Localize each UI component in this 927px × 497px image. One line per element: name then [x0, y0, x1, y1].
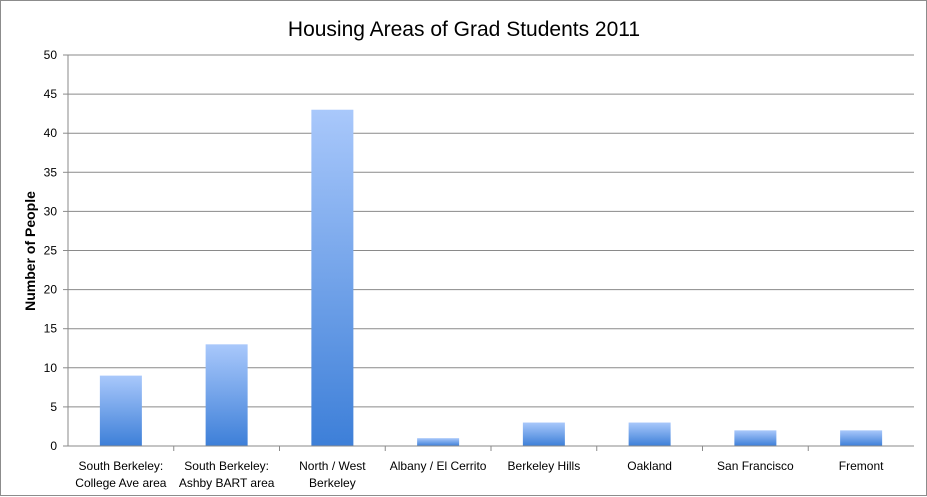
bar-4 — [522, 422, 565, 446]
x-category-label-2-line-0: North / West — [299, 459, 366, 473]
x-category-label-1-line-0: South Berkeley: — [184, 459, 269, 473]
bar-7 — [840, 430, 883, 446]
bar-0 — [99, 375, 142, 446]
grid-lines — [68, 54, 914, 408]
axes — [63, 54, 914, 451]
y-tick-label-45: 45 — [44, 87, 58, 101]
y-tick-labels: 0 5 10 15 20 25 30 35 40 45 50 — [44, 48, 58, 453]
y-tick-label-0: 0 — [50, 439, 57, 453]
x-category-label-5-line-0: Oakland — [627, 459, 672, 473]
x-category-label-0-line-0: South Berkeley: — [79, 459, 164, 473]
y-tick-label-5: 5 — [50, 400, 57, 414]
bar-2 — [311, 109, 354, 447]
x-category-label-1-line-1: Ashby BART area — [179, 476, 275, 490]
bar-6 — [734, 430, 777, 446]
x-category-label-6-line-0: San Francisco — [717, 459, 794, 473]
x-category-label-2-line-1: Berkeley — [309, 476, 356, 490]
x-category-label-3-line-0: Albany / El Cerrito — [390, 459, 487, 473]
y-tick-label-25: 25 — [44, 244, 58, 258]
y-tick-label-30: 30 — [44, 204, 58, 218]
y-tick-label-50: 50 — [44, 48, 58, 62]
y-axis-label: Number of People — [22, 191, 38, 311]
x-category-labels: South Berkeley: College Ave area South Ber… — [75, 459, 884, 490]
bar-5 — [628, 422, 671, 446]
bar-3 — [417, 438, 460, 446]
y-tick-label-35: 35 — [44, 165, 58, 179]
x-category-label-7-line-0: Fremont — [839, 459, 884, 473]
y-tick-label-40: 40 — [44, 126, 58, 140]
chart-title: Housing Areas of Grad Students 2011 — [288, 18, 640, 41]
y-tick-label-20: 20 — [44, 283, 58, 297]
y-tick-label-10: 10 — [44, 361, 58, 375]
x-category-label-0-line-1: College Ave area — [75, 476, 167, 490]
bar-1 — [205, 344, 248, 446]
y-tick-label-15: 15 — [44, 322, 58, 336]
x-category-label-4-line-0: Berkeley Hills — [508, 459, 581, 473]
bars — [99, 109, 883, 447]
